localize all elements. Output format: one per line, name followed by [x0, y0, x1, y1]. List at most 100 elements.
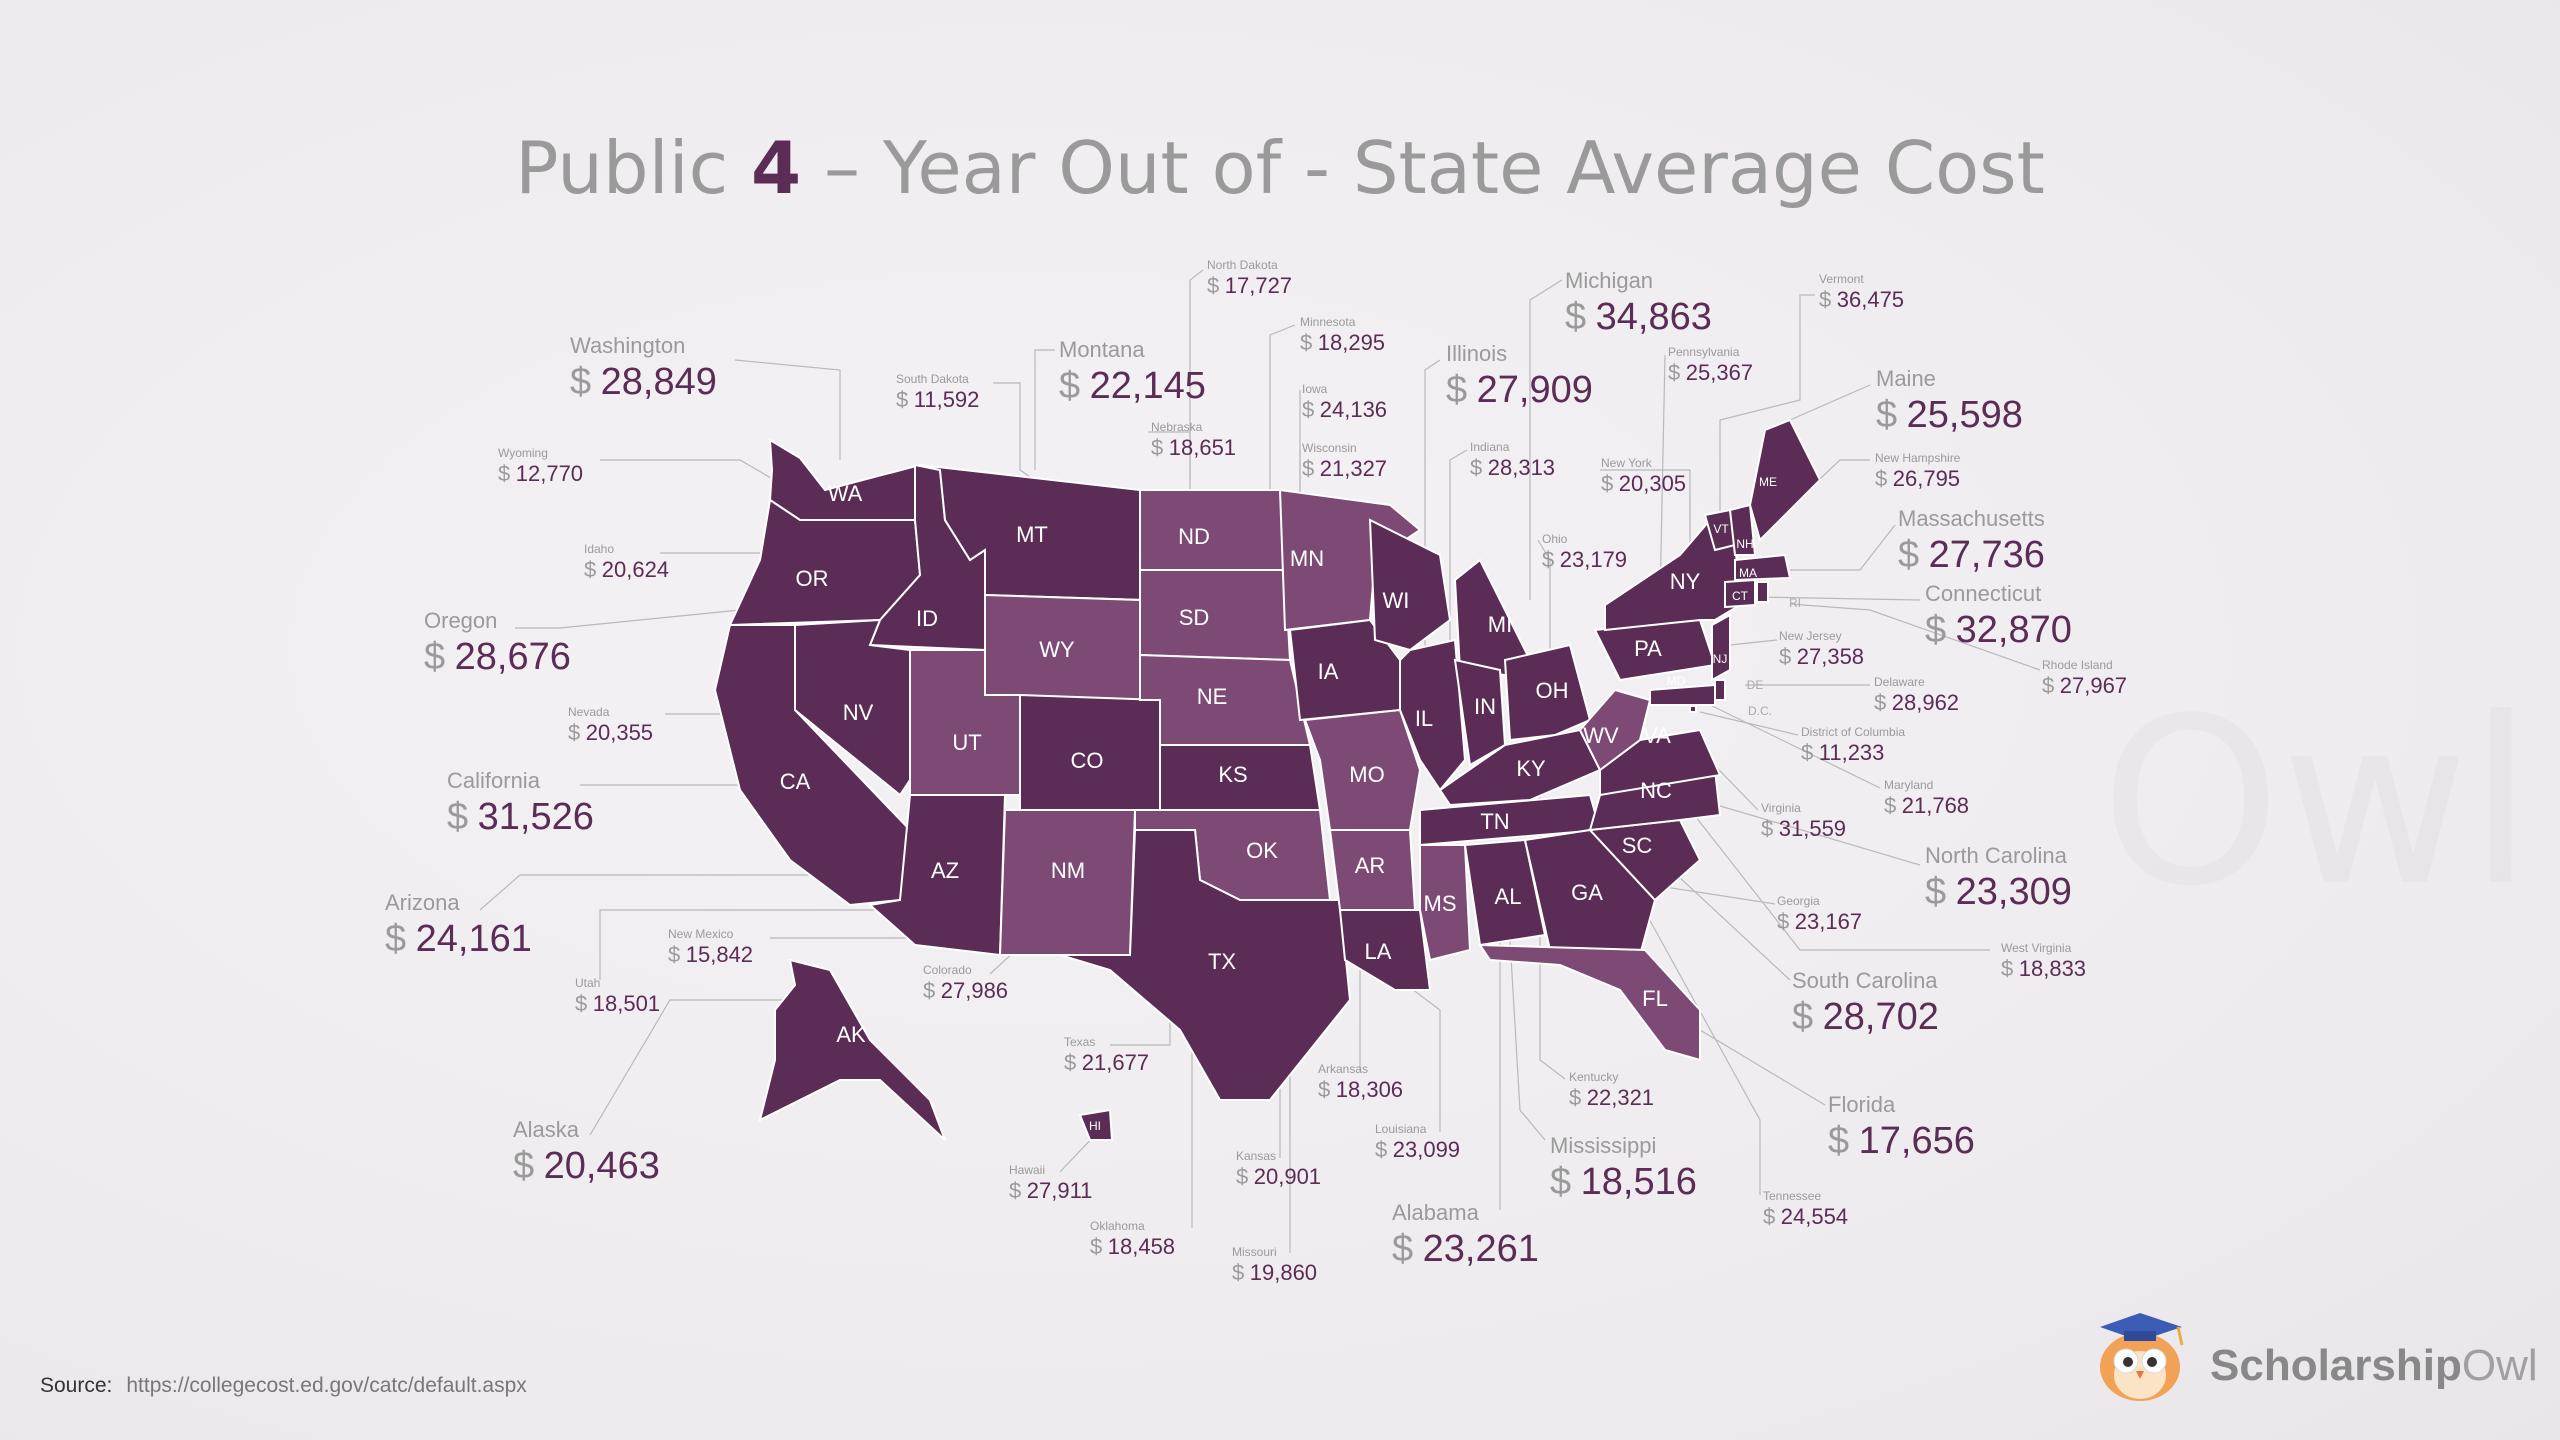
cost-value: $18,501 — [575, 993, 660, 1015]
cost-value: $17,656 — [1828, 1122, 1975, 1160]
state-label-oh: OH — [1536, 678, 1569, 703]
cost-value: $20,305 — [1601, 473, 1686, 495]
state-label-wv: WV — [1583, 723, 1619, 748]
cost-value: $27,967 — [2042, 675, 2127, 697]
state-name: Wisconsin — [1302, 441, 1357, 455]
state-name: Colorado — [923, 963, 972, 977]
currency-symbol: $ — [1232, 1260, 1245, 1285]
state-label-pa: PA — [1634, 636, 1662, 661]
cost-value: $36,475 — [1819, 289, 1904, 311]
state-name: Alaska — [513, 1117, 580, 1142]
state-name: California — [447, 768, 540, 793]
currency-symbol: $ — [1761, 816, 1774, 841]
cost-amount: 27,358 — [1796, 644, 1865, 669]
state-shape-wi — [1368, 518, 1452, 652]
callout-idaho: Idaho $20,624 — [584, 543, 669, 581]
cost-value: $26,795 — [1875, 468, 1960, 490]
cost-value: $20,624 — [584, 559, 669, 581]
currency-symbol: $ — [570, 361, 592, 403]
currency-symbol: $ — [1792, 996, 1814, 1038]
source-url[interactable]: https://collegecost.ed.gov/catc/default.… — [126, 1374, 527, 1397]
state-label-sc: SC — [1622, 833, 1653, 858]
state-name: Virginia — [1761, 801, 1801, 815]
cost-amount: 23,261 — [1422, 1228, 1539, 1270]
callout-maryland: Maryland $21,768 — [1884, 779, 1969, 817]
state-name: Kansas — [1236, 1149, 1277, 1163]
state-label-ne: NE — [1197, 684, 1228, 709]
currency-symbol: $ — [1874, 690, 1887, 715]
cost-amount: 11,233 — [1818, 740, 1885, 765]
leader-line-district-of-columbia — [1699, 711, 1799, 736]
state-label-nj: NJ — [1713, 652, 1728, 666]
state-shape-me — [1748, 418, 1822, 542]
state-label-nm: NM — [1051, 858, 1085, 883]
currency-symbol: $ — [1569, 1085, 1582, 1110]
currency-symbol: $ — [1207, 273, 1220, 298]
callout-florida: Florida $17,656 — [1828, 1092, 1975, 1161]
cost-value: $23,309 — [1925, 873, 2072, 911]
callout-new-york: New York $20,305 — [1601, 457, 1686, 495]
currency-symbol: $ — [2001, 956, 2014, 981]
cost-value: $20,901 — [1236, 1166, 1321, 1188]
cost-value: $24,161 — [385, 920, 532, 958]
currency-symbol: $ — [1925, 871, 1947, 913]
cost-value: $15,842 — [668, 944, 753, 966]
currency-symbol: $ — [1601, 471, 1614, 496]
cost-value: $19,860 — [1232, 1262, 1317, 1284]
currency-symbol: $ — [1090, 1234, 1103, 1259]
leader-line-washington — [734, 359, 841, 460]
callout-mississippi: Mississippi $18,516 — [1550, 1133, 1697, 1202]
cost-amount: 24,136 — [1319, 397, 1388, 422]
cost-amount: 22,321 — [1586, 1085, 1655, 1110]
state-name: Wyoming — [498, 446, 548, 460]
cost-value: $23,179 — [1542, 549, 1627, 571]
callout-connecticut: Connecticut $32,870 — [1925, 581, 2072, 651]
leader-line-new-jersey — [1729, 639, 1778, 646]
state-shape-oh — [1503, 643, 1592, 742]
cost-amount: 18,651 — [1168, 435, 1237, 460]
state-name: Connecticut — [1925, 581, 2042, 606]
cost-value: $24,554 — [1763, 1206, 1848, 1228]
state-name: Mississippi — [1550, 1133, 1657, 1158]
currency-symbol: $ — [1151, 435, 1164, 460]
state-label-ar: AR — [1355, 853, 1386, 878]
cost-amount: 26,795 — [1892, 466, 1961, 491]
currency-symbol: $ — [1392, 1228, 1414, 1270]
state-label-ct: CT — [1732, 589, 1749, 603]
callout-pennsylvania: Pennsylvania $25,367 — [1668, 346, 1753, 384]
state-name: Florida — [1828, 1092, 1896, 1117]
currency-symbol: $ — [923, 978, 936, 1003]
cost-amount: 28,313 — [1487, 455, 1556, 480]
callout-south-carolina: South Carolina $28,702 — [1792, 970, 1939, 1038]
state-label-id: ID — [916, 606, 938, 631]
leader-line-rhode-island — [1789, 603, 2041, 671]
leader-line-new-york — [1600, 469, 1691, 560]
cost-value: $20,463 — [513, 1147, 660, 1185]
callout-delaware: Delaware $28,962 — [1874, 676, 1959, 714]
callout-district-of-columbia: District of Columbia $11,233 — [1801, 726, 1905, 764]
state-name: Nevada — [568, 705, 610, 719]
leader-line-maryland — [1699, 699, 1881, 789]
cost-amount: 28,849 — [600, 361, 717, 403]
owl-mascot-icon — [2100, 1313, 2184, 1401]
leader-line-indiana — [1449, 449, 1468, 690]
cost-value: $18,306 — [1318, 1079, 1403, 1101]
currency-symbol: $ — [1828, 1120, 1850, 1162]
callout-nebraska: Nebraska $18,651 — [1151, 421, 1236, 459]
currency-symbol: $ — [1236, 1164, 1249, 1189]
callout-new-hampshire: New Hampshire $26,795 — [1875, 452, 1960, 490]
state-name: Tennessee — [1763, 1189, 1822, 1203]
cost-amount: 31,526 — [477, 796, 594, 838]
state-shape-dc — [1689, 705, 1697, 713]
cost-amount: 32,870 — [1955, 609, 2072, 651]
state-label-ri: RI — [1789, 596, 1801, 610]
state-shape-al — [1463, 838, 1547, 947]
leader-line-montana — [1034, 349, 1055, 470]
cost-amount: 20,901 — [1253, 1164, 1322, 1189]
callout-utah: Utah $18,501 — [575, 977, 660, 1015]
state-name: North Dakota — [1207, 258, 1278, 272]
state-label-al: AL — [1495, 884, 1522, 909]
leader-line-north-dakota — [1189, 269, 1204, 480]
cost-value: $27,911 — [1009, 1180, 1092, 1202]
cost-amount: 34,863 — [1595, 296, 1712, 338]
